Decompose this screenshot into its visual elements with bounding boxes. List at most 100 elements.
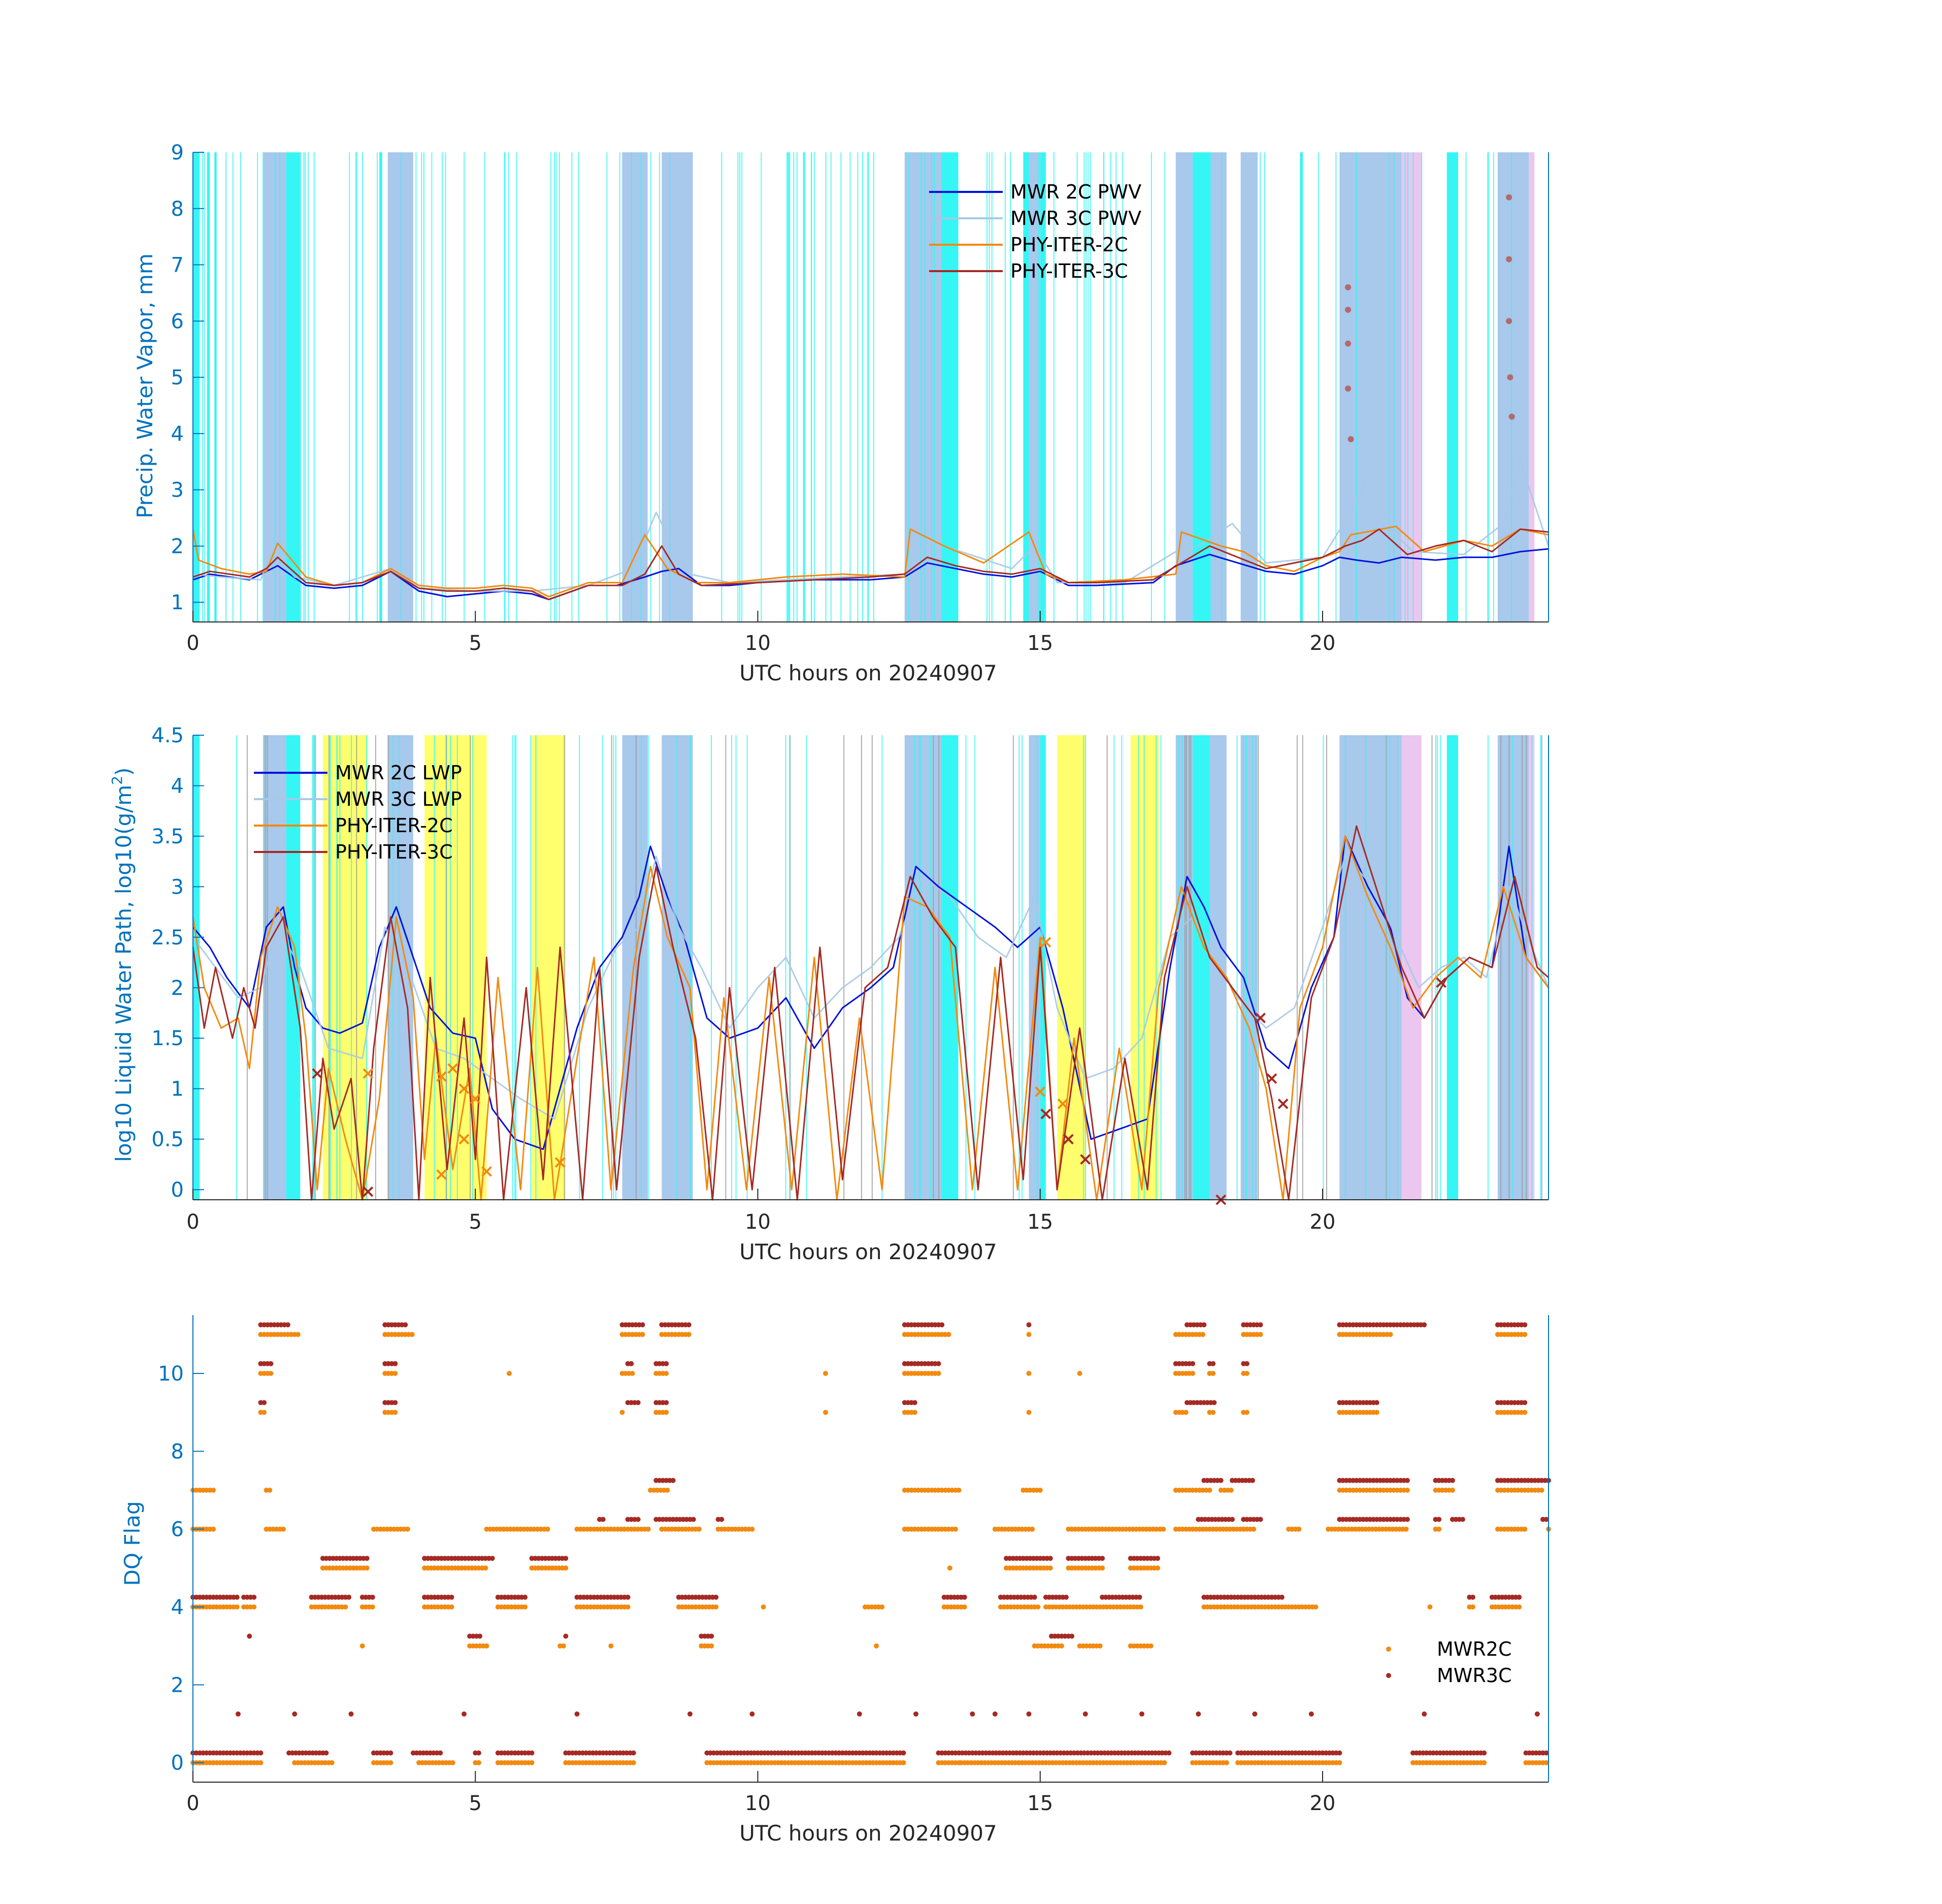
pwv-scatter-point [1507,374,1513,381]
pwv-shade-cyan-4 [379,152,382,622]
dq-point-mwr3c [1460,1517,1465,1522]
pwv-shade-cyan-7 [1040,152,1046,622]
lwp-y-tick-label: 4.5 [151,724,184,747]
pwv-y-tick-label: 3 [171,479,184,502]
dq-point-mwr2c [1388,1332,1393,1337]
dq-point-mwr3c [1252,1711,1258,1717]
dq-x-tick-label: 10 [745,1792,771,1815]
lwp-shade-blue-4 [904,735,942,1200]
dq-point-mwr2c [1030,1526,1035,1532]
lwp-x-tick-label: 15 [1027,1210,1053,1234]
dq-point-mwr2c [268,1371,274,1376]
dq-point-mwr3c [992,1711,998,1717]
dq-point-mwr3c [939,1322,945,1328]
dq-point-mwr3c [1032,1594,1037,1600]
dq-legend: MWR2C MWR3C [1386,1638,1511,1687]
dq-point-mwr2c [1427,1604,1433,1610]
pwv-x-tick-label: 10 [745,632,771,655]
dq-point-mwr3c [449,1594,454,1600]
lwp-shade-cyan-5 [1446,735,1458,1200]
dq-point-mwr3c [563,1556,569,1561]
dq-point-mwr3c [477,1633,483,1639]
dq-point-mwr2c [1047,1565,1053,1571]
dq-points [190,1322,1551,1765]
dq-point-mwr3c [258,1750,264,1756]
dq-point-mwr2c [1155,1565,1161,1571]
dq-point-mwr2c [1059,1643,1064,1649]
dq-point-mwr2c [529,1760,535,1765]
lwp-y-tick-label: 1.5 [151,1027,184,1051]
lwp-x-marker [436,1071,447,1082]
dq-x-tick-label: 20 [1310,1792,1336,1815]
lwp-x-marker [436,1169,447,1180]
dq-point-mwr3c [600,1517,606,1522]
lwp-x-marker [447,1063,458,1074]
dq-point-mwr2c [1100,1565,1105,1571]
dq-point-mwr3c [1543,1517,1549,1522]
lwp-y-tick-label: 0.5 [151,1128,184,1152]
dq-point-mwr3c [1534,1711,1540,1717]
pwv-legend-label-mwr3c: MWR 3C PWV [1010,207,1141,229]
dq-legend-marker-mwr3c [1386,1673,1391,1678]
dq-point-mwr2c [1183,1409,1189,1415]
dq-point-mwr2c [1522,1526,1528,1532]
dq-point-mwr3c [719,1517,725,1522]
dq-point-mwr2c [449,1604,454,1610]
dq-point-mwr3c [1139,1711,1144,1717]
pwv-y-tick-label: 6 [171,310,184,333]
lwp-shaded-regions [193,735,1542,1200]
dq-point-mwr2c [936,1371,941,1376]
dq-point-mwr2c [251,1604,257,1610]
dq-point-mwr2c [359,1643,365,1649]
pwv-y-ticks: 1 2 3 4 5 6 7 8 9 [171,141,204,614]
dq-point-mwr3c [292,1711,298,1717]
dq-point-mwr2c [664,1371,669,1376]
dq-point-mwr3c [1543,1750,1549,1756]
dq-point-mwr3c [1404,1517,1410,1522]
dq-point-mwr2c [713,1604,719,1610]
dq-point-mwr3c [857,1711,862,1717]
pwv-shade-blue-2 [622,152,648,622]
pwv-shade-cyan-6 [1023,152,1029,622]
dq-point-mwr3c [1258,1322,1263,1328]
lwp-y-axis-label-sup: 2 [109,776,125,785]
lwp-y-tick-label: 0 [171,1178,184,1202]
pwv-shade-blue-3 [662,152,693,622]
dq-point-mwr2c [879,1604,885,1610]
dq-point-mwr2c [630,1371,635,1376]
dq-point-mwr2c [1190,1371,1196,1376]
pwv-x-tick-label: 0 [186,632,199,655]
dq-x-tick-label: 0 [186,1792,199,1815]
pwv-shade-blue-1 [387,152,413,622]
lwp-shade-pink-0 [1401,735,1422,1200]
dq-point-mwr3c [664,1361,669,1366]
dq-point-mwr3c [1201,1322,1207,1328]
dq-x-tick-label: 5 [469,1792,482,1815]
dq-point-mwr2c [1539,1488,1544,1493]
lwp-x-tick-label: 5 [469,1210,482,1234]
dq-point-mwr2c [295,1332,301,1337]
dq-point-mwr3c [1450,1478,1455,1483]
dq-point-mwr3c [1227,1750,1233,1756]
pwv-y-tick-label: 5 [171,366,184,389]
lwp-series-phy-iter-2c [192,835,1550,1201]
lwp-y-tick-label: 2.5 [151,926,184,949]
pwv-legend-label-phy2c: PHY-ITER-2C [1010,234,1128,256]
dq-point-mwr2c [405,1526,410,1532]
dq-point-mwr3c [268,1361,274,1366]
dq-point-mwr3c [563,1633,569,1639]
dq-point-mwr3c [574,1711,580,1717]
dq-point-mwr3c [670,1478,676,1483]
dq-point-mwr2c [946,1332,951,1337]
dq-point-mwr2c [1097,1643,1103,1649]
dq-point-mwr2c [962,1604,967,1610]
dq-point-mwr2c [1077,1371,1082,1376]
dq-point-mwr2c [608,1643,614,1649]
dq-point-mwr3c [640,1322,645,1328]
dq-point-mwr3c [1210,1361,1216,1366]
dq-point-mwr3c [403,1322,408,1328]
dq-point-mwr3c [251,1594,257,1600]
pwv-scatter-point [1345,385,1352,392]
dq-point-mwr3c [1155,1556,1161,1561]
